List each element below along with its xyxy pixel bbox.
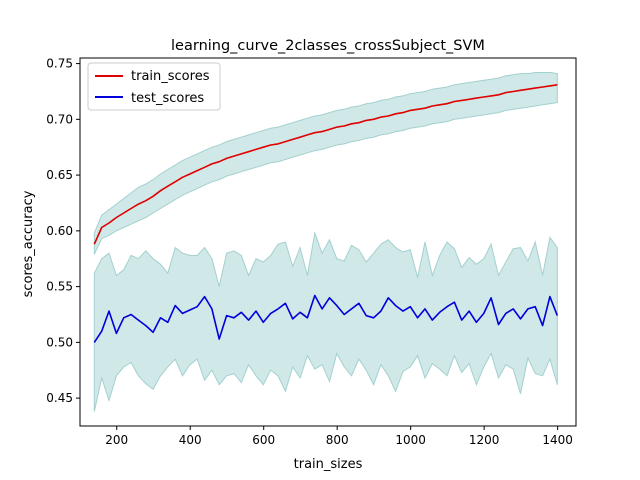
legend-frame	[87, 62, 221, 111]
y-tick-label: 0.75	[46, 57, 73, 71]
x-tick-label: 400	[179, 433, 202, 447]
x-tick-label: 1000	[395, 433, 426, 447]
confidence-band-train-scores	[93, 72, 558, 255]
y-axis-label: scores_accuracy	[21, 190, 36, 297]
series-line-test-scores	[93, 294, 559, 343]
plot-area: 200 400 600 800 1000 1200 1400 0.45 0.50 0.55 0.60…	[46, 57, 577, 447]
x-tick-label: 1400	[542, 433, 573, 447]
x-tick-label: 600	[252, 433, 275, 447]
x-tick-label: 800	[326, 433, 349, 447]
y-tick-label: 0.60	[46, 224, 73, 238]
legend-label-test: test_scores	[131, 91, 204, 106]
chart-title: learning_curve_2classes_crossSubject_SVM	[171, 38, 485, 54]
x-axis-label: train_sizes	[294, 457, 363, 472]
x-tick-label: 200	[105, 433, 128, 447]
legend-label-train: train_scores	[131, 69, 210, 84]
y-tick-label: 0.55	[46, 280, 73, 294]
axes-frame	[79, 57, 577, 427]
confidence-band-test-scores	[93, 231, 558, 412]
y-tick-label: 0.65	[46, 168, 73, 182]
legend: train_scores test_scores	[87, 62, 221, 111]
y-tick-label: 0.45	[46, 391, 73, 405]
x-tick-label: 1200	[469, 433, 500, 447]
y-tick-label: 0.50	[46, 335, 73, 349]
series-line-train-scores	[93, 84, 558, 245]
y-tick-label: 0.70	[46, 112, 73, 126]
